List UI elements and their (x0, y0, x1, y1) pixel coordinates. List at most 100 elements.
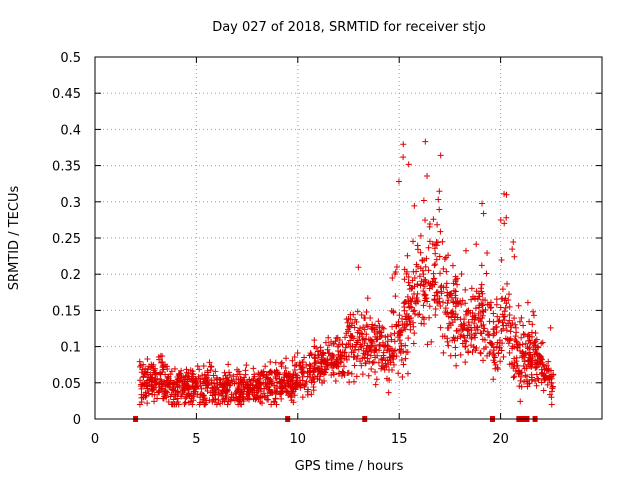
data-point (174, 389, 181, 396)
data-point (411, 330, 418, 337)
data-point (256, 380, 263, 387)
data-point (369, 338, 376, 345)
data-point (363, 345, 370, 352)
data-point (416, 273, 423, 280)
data-point (369, 321, 376, 328)
data-point (447, 352, 454, 359)
data-point (262, 379, 269, 386)
data-point (517, 377, 524, 384)
data-point (368, 337, 375, 344)
data-point (450, 298, 457, 305)
data-point (199, 398, 206, 405)
data-point (518, 369, 525, 376)
data-point (465, 319, 472, 326)
data-point (525, 345, 532, 352)
data-point (369, 360, 376, 367)
data-point (333, 335, 340, 342)
data-point (212, 368, 219, 375)
data-point (264, 383, 271, 390)
data-point (403, 316, 410, 323)
data-point (363, 322, 370, 329)
data-point (244, 381, 251, 388)
data-point (358, 362, 365, 369)
data-point (506, 349, 513, 356)
data-point (532, 365, 539, 372)
data-point (426, 220, 433, 227)
data-point (435, 196, 442, 203)
data-point (518, 314, 525, 321)
y-tick-label: 0.4 (60, 123, 81, 138)
data-point (520, 362, 527, 369)
data-point (468, 327, 475, 334)
data-point (420, 271, 427, 278)
data-point (351, 362, 358, 369)
data-point (513, 354, 520, 361)
data-point (443, 268, 450, 275)
data-point (343, 341, 350, 348)
data-point (511, 373, 518, 380)
data-point (382, 342, 389, 349)
data-point (148, 361, 155, 368)
x-tick-label: 20 (492, 432, 509, 447)
data-point (533, 364, 540, 371)
data-point (462, 359, 469, 366)
data-point (418, 278, 425, 285)
data-point (498, 256, 505, 263)
data-point (158, 383, 165, 390)
data-point (380, 352, 387, 359)
data-point (517, 341, 524, 348)
data-point (531, 339, 538, 346)
data-point (148, 378, 155, 385)
data-point (198, 385, 205, 392)
data-point (386, 367, 393, 374)
data-point (292, 361, 299, 368)
data-point (503, 214, 510, 221)
data-point (337, 348, 344, 355)
data-point (357, 325, 364, 332)
data-point (338, 355, 345, 362)
y-tick-label: 0.2 (60, 268, 81, 283)
data-point (478, 281, 485, 288)
data-point (472, 305, 479, 312)
data-point (454, 281, 461, 288)
data-point (462, 286, 469, 293)
data-point (517, 398, 524, 405)
data-point (479, 312, 486, 319)
data-point (457, 333, 464, 340)
data-point (434, 221, 441, 228)
data-point (448, 310, 455, 317)
data-point (441, 255, 448, 262)
data-point (322, 339, 329, 346)
data-point (200, 363, 207, 370)
data-point (540, 387, 547, 394)
data-point (292, 380, 299, 387)
data-point (323, 366, 330, 373)
data-point (409, 284, 416, 291)
data-point (533, 336, 540, 343)
data-point (315, 352, 322, 359)
data-point (440, 349, 447, 356)
data-point (136, 363, 143, 370)
data-point (237, 387, 244, 394)
data-point (497, 217, 504, 224)
y-tick-label: 0.05 (52, 377, 81, 392)
data-point (203, 382, 210, 389)
data-point (526, 337, 533, 344)
data-point (528, 329, 535, 336)
data-point (426, 314, 433, 321)
data-point (282, 383, 289, 390)
data-point (179, 385, 186, 392)
data-point (240, 396, 247, 403)
data-point (299, 368, 306, 375)
data-point (209, 385, 216, 392)
data-point (545, 358, 552, 365)
data-point (450, 287, 457, 294)
data-point (523, 377, 530, 384)
y-tick-label: 0.45 (52, 87, 81, 102)
data-point (216, 376, 223, 383)
data-point (273, 367, 280, 374)
data-point (362, 315, 369, 322)
data-point (475, 304, 482, 311)
data-point (354, 352, 361, 359)
data-point (138, 369, 145, 376)
